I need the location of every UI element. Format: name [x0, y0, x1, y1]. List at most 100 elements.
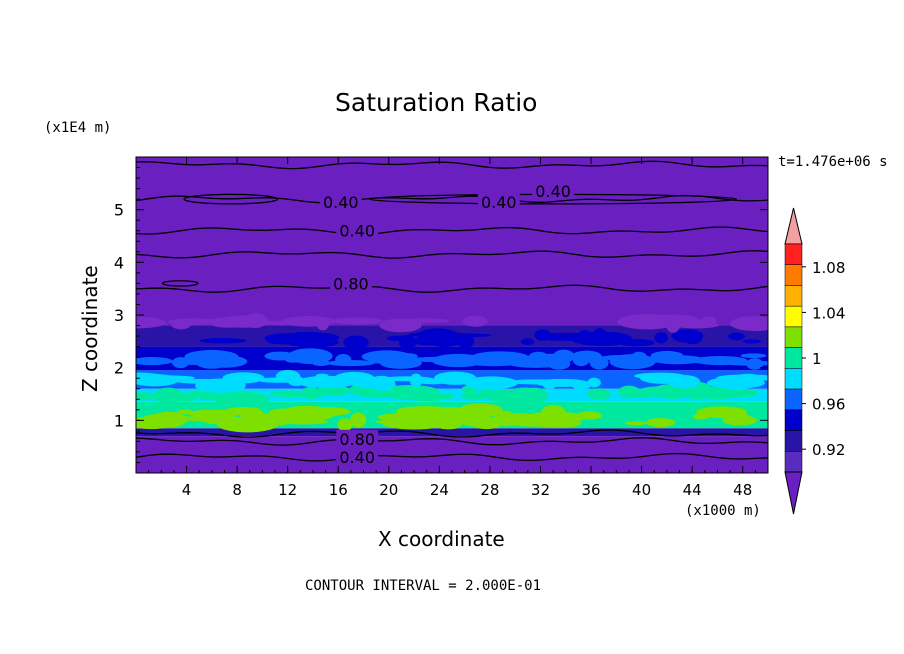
- colorbar: 0.92 0.96 1 1.04 1.08: [784, 207, 845, 515]
- contour-patch: [351, 380, 377, 387]
- x-tick-label: 4: [182, 481, 192, 499]
- contour-patch: [463, 376, 518, 390]
- contour-line: [136, 194, 768, 204]
- colorbar-label: 1: [812, 350, 822, 368]
- contour-patch: [693, 356, 748, 366]
- contour-patch: [692, 413, 710, 420]
- contour-patch: [466, 358, 522, 367]
- contour-patch: [740, 353, 767, 359]
- x-tick-label: 8: [232, 481, 242, 499]
- contour-label-bg: [532, 182, 575, 200]
- contour-patch: [731, 317, 768, 329]
- contour-patch: [728, 332, 745, 341]
- contour-line: [136, 284, 768, 293]
- colorbar-swatch: [784, 243, 803, 265]
- x-tick-label: 40: [632, 481, 651, 499]
- contour-patch: [650, 355, 705, 365]
- contour-patch: [315, 385, 352, 396]
- contour-patch: [331, 317, 383, 325]
- x-tick-label: 16: [329, 481, 348, 499]
- contour-patch: [570, 331, 633, 347]
- contour-labels: 0.40 0.400.400.400.800.800.40: [319, 182, 575, 467]
- colorbar-label: 0.96: [812, 396, 845, 414]
- contour-patch: [625, 421, 646, 426]
- contour-patch: [535, 378, 589, 387]
- contour-patch: [394, 414, 454, 420]
- x-tick-label: 12: [278, 481, 297, 499]
- contour-band: [136, 157, 768, 326]
- contour-patch: [290, 331, 326, 338]
- x-tick-label: 24: [430, 481, 449, 499]
- contour-patch: [640, 372, 688, 384]
- y-units-label: (x1E4 m): [44, 120, 112, 136]
- contour-patch: [216, 379, 244, 390]
- contour-patch: [136, 357, 173, 366]
- contour-patch: [520, 338, 535, 345]
- contour-patch: [265, 335, 289, 344]
- contour-label: 0.80: [339, 430, 375, 449]
- contour-line: [136, 226, 768, 236]
- contour-patch: [268, 390, 311, 398]
- contour-label-bg: [319, 192, 362, 210]
- contour-patch: [298, 406, 311, 415]
- contour-label: 0.40: [481, 193, 517, 212]
- contour-patch: [722, 381, 751, 390]
- colorbar-swatch: [784, 347, 803, 369]
- contour-label: 0.40: [323, 193, 359, 212]
- contour-patch: [497, 410, 515, 427]
- y-tick-label: 1: [114, 411, 124, 430]
- contour-patch: [379, 318, 422, 333]
- contour-loop: [161, 280, 199, 287]
- contour-label-bg: [329, 274, 372, 292]
- contour-patch: [264, 351, 295, 361]
- contour-label-bg: [336, 221, 379, 239]
- contour-patch: [343, 335, 369, 350]
- contour-patch: [623, 321, 685, 328]
- contour-patch: [735, 413, 750, 422]
- x-tick-label: 20: [379, 481, 398, 499]
- colorbar-swatch: [784, 326, 803, 348]
- contour-label-bg: [477, 192, 520, 210]
- contour-patch: [397, 353, 418, 360]
- contour-patch: [617, 385, 641, 399]
- contour-patch: [742, 339, 762, 344]
- colorbar-swatch: [784, 451, 803, 473]
- contour-patch: [403, 392, 457, 401]
- x-axis-label: X coordinate: [378, 527, 505, 551]
- contour-patch: [301, 386, 321, 400]
- contour-patch: [599, 354, 648, 361]
- contour-patch: [287, 376, 305, 387]
- contour-patch: [586, 388, 611, 400]
- contour-lines: [136, 160, 768, 462]
- colorbar-swatch: [784, 264, 803, 286]
- colorbar-swatch: [784, 430, 803, 452]
- contour-patch: [399, 334, 417, 350]
- colorbar-label: 1.04: [812, 304, 845, 322]
- contour-patch: [645, 418, 676, 428]
- contour-patch: [213, 391, 270, 407]
- contour-patch: [506, 387, 543, 402]
- y-tick-label: 2: [114, 359, 124, 378]
- colorbar-swatch: [784, 368, 803, 390]
- y-tick-label: 3: [114, 306, 124, 325]
- contour-line: [136, 429, 768, 438]
- colorbar-under-arrow: [784, 471, 803, 515]
- contour-patch: [225, 320, 243, 325]
- contour-patch: [701, 316, 717, 327]
- contour-patch: [337, 418, 353, 432]
- contour-patch: [185, 409, 245, 417]
- contour-patch: [168, 318, 219, 325]
- contour-patch: [462, 315, 488, 327]
- contour-patch: [683, 331, 703, 345]
- contour-patch: [654, 332, 668, 344]
- colorbar-over-arrow: [784, 207, 803, 245]
- contour-loop: [183, 193, 279, 205]
- time-label: t=1.476e+06 s: [778, 154, 888, 170]
- contour-label-bg: [336, 448, 379, 466]
- contour-patch: [534, 329, 551, 341]
- x-tick-label: 44: [683, 481, 702, 499]
- contour-patch: [350, 412, 367, 428]
- contour-patch: [136, 375, 196, 381]
- contour-patch: [307, 407, 351, 416]
- contour-patch: [735, 373, 760, 380]
